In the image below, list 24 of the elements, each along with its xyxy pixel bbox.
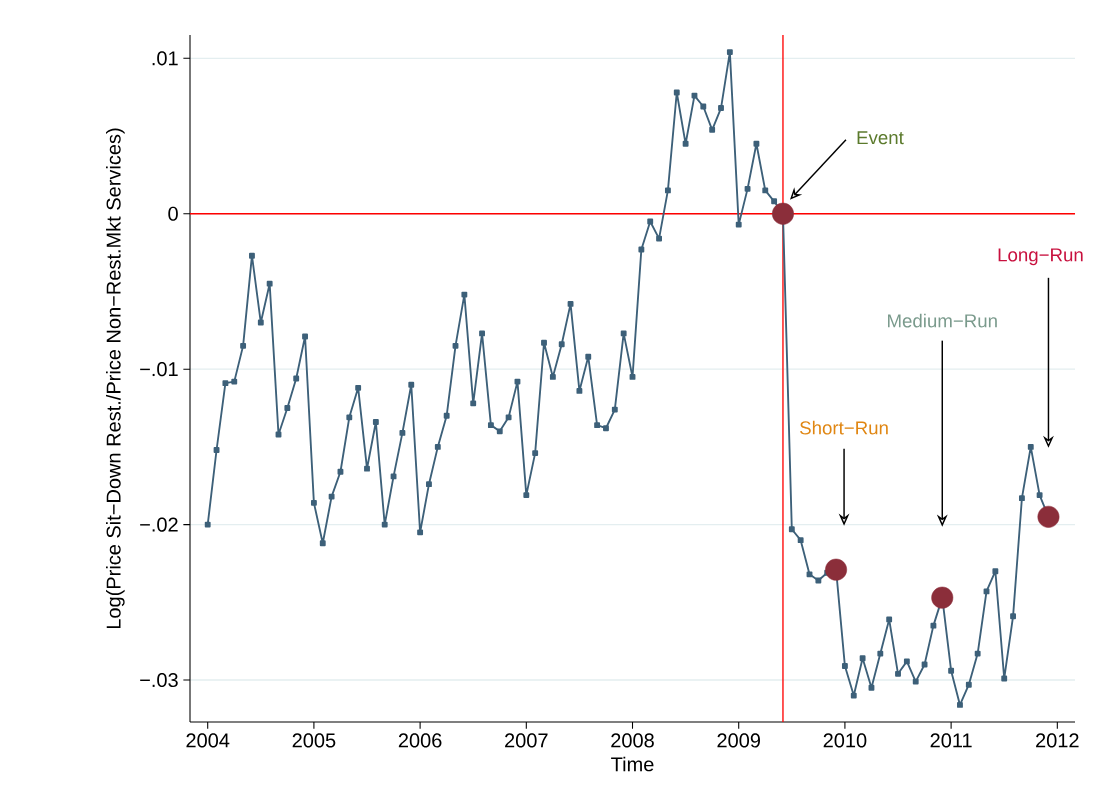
x-tick-label: 2009 xyxy=(717,733,760,748)
annotation: Event xyxy=(857,131,904,145)
point xyxy=(931,586,954,609)
point xyxy=(825,558,847,581)
y-axis-title: Log(Price Sit−Down Rest./Price Non−Rest.Mkt Services) xyxy=(106,128,125,629)
annotation: Medium−Run xyxy=(888,313,997,328)
y-tick-label: −.01 xyxy=(140,362,178,377)
x-tick-label: 2006 xyxy=(398,733,442,748)
y-tick-label: −.02 xyxy=(140,517,178,532)
x-tick-label: 2010 xyxy=(823,733,867,748)
y-tick-label: −.03 xyxy=(140,672,178,688)
x-tick-label: 2005 xyxy=(292,733,336,748)
x-tick-label: 2007 xyxy=(505,733,548,748)
x-tick-label: 2011 xyxy=(930,733,972,748)
y-tick-label: 0 xyxy=(168,206,178,221)
annotation: Short−Run xyxy=(800,420,888,435)
point xyxy=(772,202,794,225)
x-tick-label: 2004 xyxy=(186,733,230,748)
x-axis-title: Time xyxy=(611,756,654,772)
annotation: Long−Run xyxy=(998,248,1083,266)
x-tick-label: 2012 xyxy=(1036,733,1079,748)
point xyxy=(1037,505,1060,528)
x-tick-label: 2008 xyxy=(611,733,654,748)
y-tick-label: .01 xyxy=(152,51,178,66)
